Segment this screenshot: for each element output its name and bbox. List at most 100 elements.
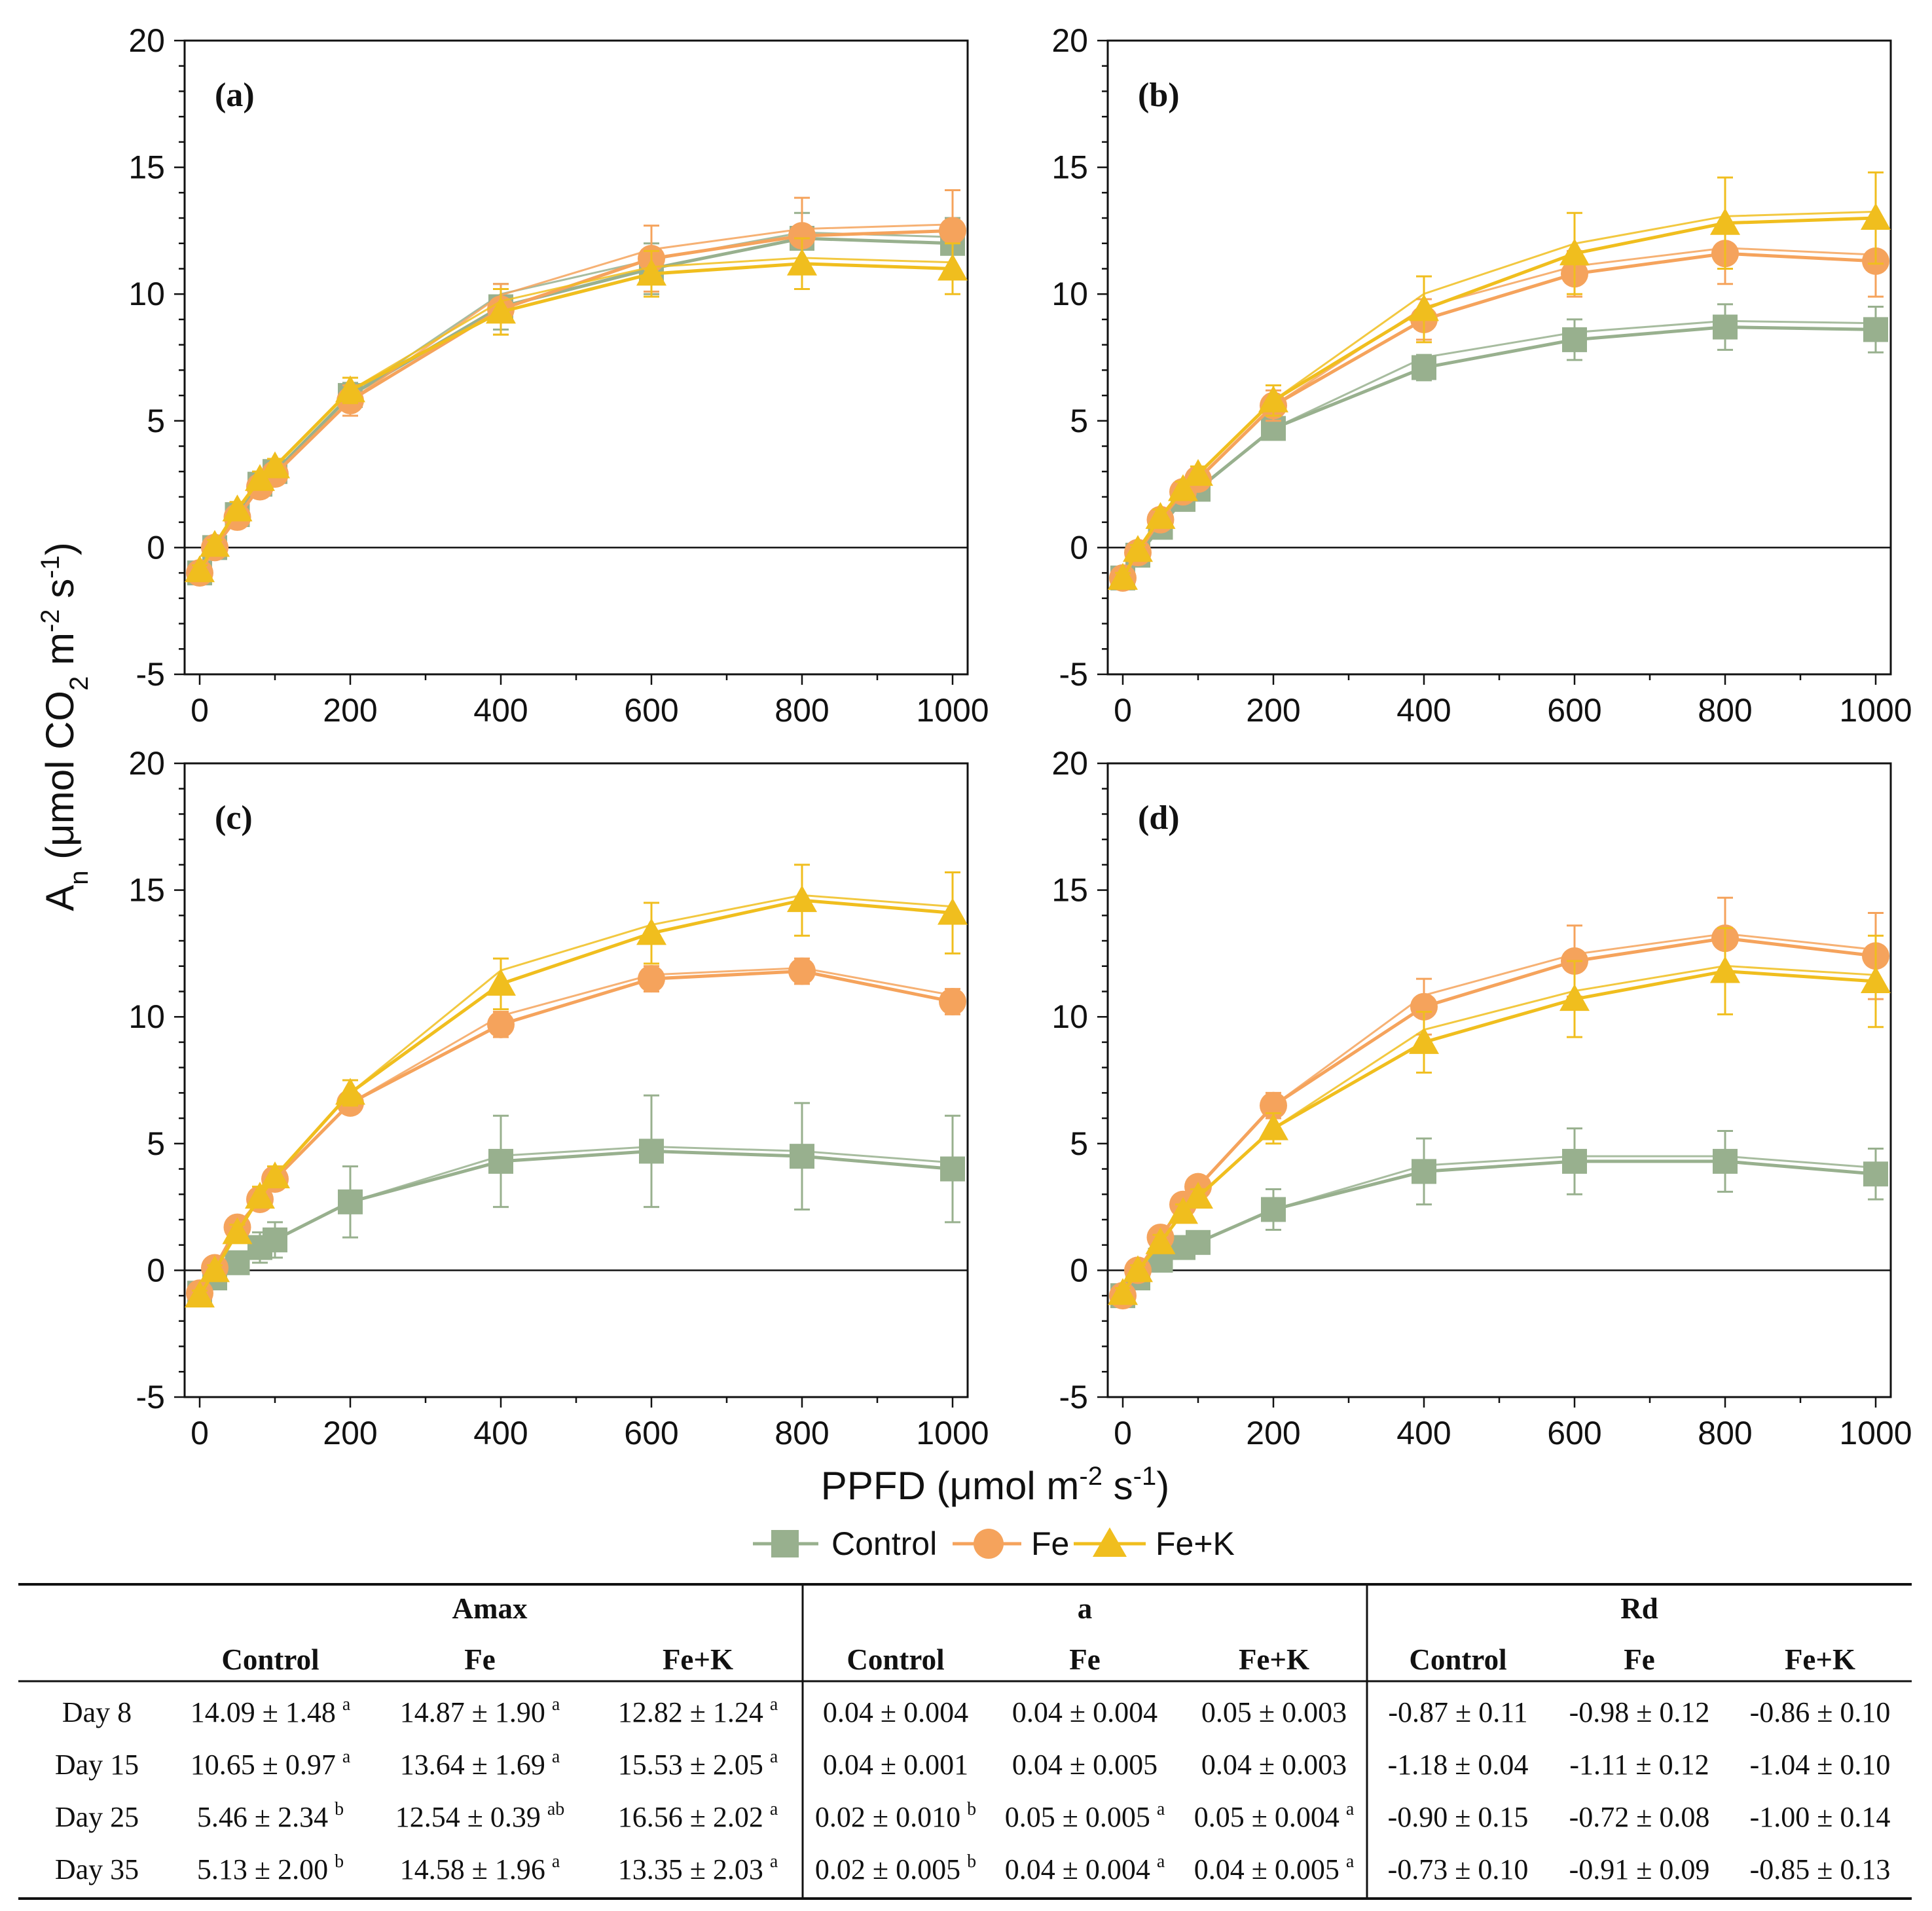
series-line xyxy=(198,969,953,1294)
y-tick-label: -5 xyxy=(136,656,165,693)
marker-square xyxy=(1863,1161,1888,1187)
table-cell: 0.02 ± 0.010 b xyxy=(815,1799,976,1833)
marker-square xyxy=(639,1138,664,1164)
table-cell: 0.04 ± 0.005 xyxy=(1012,1749,1157,1781)
table-column-headers: Control Fe Fe+K Control Fe Fe+K Control Fe Fe+K xyxy=(221,1643,1855,1676)
table-cell: 14.87 ± 1.90 a xyxy=(400,1694,560,1728)
x-tick-label: 400 xyxy=(1396,1415,1451,1451)
table-row-label: Day 8 xyxy=(62,1696,132,1728)
marker-triangle xyxy=(1559,984,1590,1011)
legend-fek-label: Fe+K xyxy=(1156,1525,1235,1562)
x-tick-label: 800 xyxy=(775,1415,829,1451)
fit-curve xyxy=(198,894,953,1296)
x-tick-label: 0 xyxy=(1114,692,1132,729)
marker-triangle xyxy=(1145,501,1176,529)
table-cell: -0.85 ± 0.13 xyxy=(1750,1853,1891,1885)
table-col-header: Fe+K xyxy=(663,1643,733,1676)
marker-triangle xyxy=(636,918,666,945)
marker-circle xyxy=(788,957,816,985)
table-cell: 0.04 ± 0.005 a xyxy=(1194,1851,1355,1885)
table-row-label: Day 15 xyxy=(55,1749,139,1781)
y-tick-label: 0 xyxy=(147,1252,165,1288)
series-line xyxy=(1121,969,1876,1294)
x-tick-label: 1000 xyxy=(916,692,989,729)
table-cell: 16.56 ± 2.02 a xyxy=(618,1799,778,1833)
table-col-header: Control xyxy=(1409,1643,1506,1676)
table-cell: 13.64 ± 1.69 a xyxy=(400,1747,560,1781)
y-tick-label: 5 xyxy=(1070,1125,1088,1162)
plot-frame xyxy=(183,762,969,1398)
panel-label: (a) xyxy=(215,77,255,114)
table-cell: -1.18 ± 0.04 xyxy=(1388,1749,1529,1781)
plot-frame xyxy=(1106,39,1892,676)
marker-triangle xyxy=(1861,203,1891,230)
x-tick-label: 1000 xyxy=(916,1415,989,1451)
x-tick-label: 800 xyxy=(1698,1415,1752,1451)
table-cell: -0.91 ± 0.09 xyxy=(1569,1853,1710,1885)
y-tick-label: 20 xyxy=(1051,745,1088,782)
table-cell: 12.82 ± 1.24 a xyxy=(618,1694,778,1728)
table-cell: 0.05 ± 0.005 a xyxy=(1005,1799,1165,1833)
table-group-amax: Amax xyxy=(452,1592,528,1625)
y-tick-label: 10 xyxy=(128,276,165,312)
table-cell: -1.11 ± 0.12 xyxy=(1569,1749,1709,1781)
x-tick-label: 600 xyxy=(1547,1415,1601,1451)
marker-triangle xyxy=(260,451,290,479)
table-col-header: Fe+K xyxy=(1785,1643,1855,1676)
table-col-header: Control xyxy=(847,1643,944,1676)
series-fek xyxy=(185,864,968,1308)
y-tick-label: 5 xyxy=(147,403,165,439)
marker-triangle xyxy=(938,898,968,925)
marker-triangle xyxy=(486,297,516,324)
table-col-header: Fe xyxy=(1624,1643,1654,1676)
table-cell: 0.04 ± 0.004 xyxy=(1012,1696,1157,1728)
x-tick-label: 200 xyxy=(1246,1415,1300,1451)
plot-frame xyxy=(183,39,969,676)
marker-triangle xyxy=(335,1078,365,1105)
marker-triangle xyxy=(245,464,275,491)
series-fe xyxy=(1109,896,1889,1310)
table-row-label: Day 25 xyxy=(55,1801,139,1833)
table-cell: 13.35 ± 2.03 a xyxy=(618,1851,778,1885)
series-line xyxy=(1121,1159,1876,1297)
marker-triangle xyxy=(787,248,817,276)
legend-control-label: Control xyxy=(831,1525,937,1562)
table-cell: -0.72 ± 0.08 xyxy=(1569,1801,1710,1833)
y-tick-label: 15 xyxy=(1051,872,1088,909)
marker-triangle xyxy=(1145,1227,1176,1254)
table-col-header: Fe xyxy=(1069,1643,1100,1676)
series-line xyxy=(198,228,953,574)
table-cell: 5.13 ± 2.00 b xyxy=(197,1851,344,1885)
marker-square xyxy=(225,1250,250,1275)
marker-triangle xyxy=(245,1182,275,1209)
marker-square xyxy=(1713,314,1738,340)
marker-circle xyxy=(638,965,665,993)
marker-square xyxy=(790,1144,814,1169)
series-line xyxy=(1121,325,1876,579)
marker-circle xyxy=(1410,992,1438,1021)
marker-triangle xyxy=(222,1217,253,1245)
table-cell: 14.58 ± 1.96 a xyxy=(400,1851,560,1885)
marker-triangle xyxy=(486,968,516,996)
series-fe xyxy=(186,957,966,1307)
x-axis-label: PPFD (μmol m-2 s-1) xyxy=(821,1462,1169,1508)
y-tick-label: 0 xyxy=(147,529,165,566)
table-cell: -0.90 ± 0.15 xyxy=(1388,1801,1529,1833)
y-tick-label: 0 xyxy=(1070,1252,1088,1288)
table-cell: -0.98 ± 0.12 xyxy=(1569,1696,1710,1728)
marker-triangle xyxy=(1183,459,1213,486)
series-control xyxy=(1110,303,1888,591)
y-tick-label: 15 xyxy=(1051,149,1088,186)
marker-triangle xyxy=(636,259,666,286)
marker-triangle xyxy=(200,530,230,557)
panel-label: (b) xyxy=(1138,77,1180,114)
series-line xyxy=(198,898,953,1297)
marker-triangle xyxy=(938,253,968,281)
series-control xyxy=(187,211,965,586)
table-cell: 12.54 ± 0.39 ab xyxy=(395,1799,565,1833)
series-line xyxy=(198,262,953,572)
